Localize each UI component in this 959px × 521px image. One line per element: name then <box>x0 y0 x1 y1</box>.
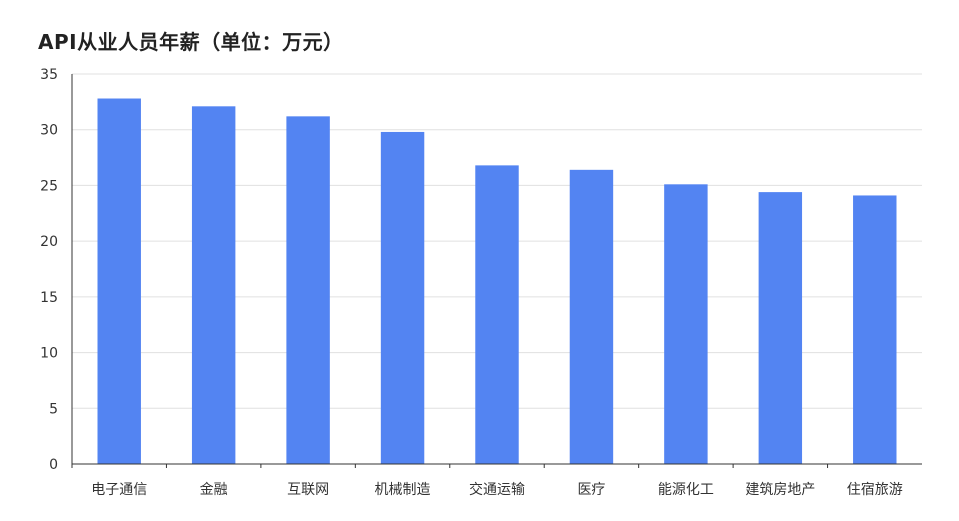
y-axis-ticks: 0 5 10 15 20 25 30 35 <box>40 67 58 473</box>
bar-0 <box>97 98 141 464</box>
y-tick-label-5: 5 <box>49 401 58 417</box>
x-tick-label-7: 建筑房地产 <box>745 482 815 498</box>
x-tick-label-0: 电子通信 <box>91 482 147 498</box>
bar-4 <box>475 165 519 464</box>
x-tick-label-1: 金融 <box>200 482 228 498</box>
y-tick-label-20: 20 <box>40 234 58 250</box>
axes <box>71 74 922 468</box>
bar-6 <box>664 184 708 465</box>
x-tick-label-4: 交通运输 <box>469 481 525 498</box>
y-tick-label-35: 35 <box>40 67 58 83</box>
bar-7 <box>758 192 803 464</box>
bar-8 <box>853 195 897 464</box>
x-tick-label-5: 医疗 <box>577 482 605 498</box>
y-tick-label-15: 15 <box>40 290 58 306</box>
chart-title: API从业人员年薪（单位：万元） <box>38 30 344 54</box>
y-tick-label-0: 0 <box>49 457 58 473</box>
y-tick-label-10: 10 <box>40 346 58 362</box>
bar-3 <box>380 131 425 464</box>
x-tick-label-8: 住宿旅游 <box>847 481 903 498</box>
bar-2 <box>286 116 330 464</box>
bar-1 <box>191 106 236 465</box>
bars <box>97 98 897 465</box>
y-tick-label-30: 30 <box>40 123 58 139</box>
y-tick-label-25: 25 <box>40 178 58 194</box>
x-tick-label-3: 机械制造 <box>375 482 431 498</box>
x-tick-label-6: 能源化工 <box>658 482 714 498</box>
bar-5 <box>569 169 614 465</box>
x-axis-labels: 电子通信 金融 互联网 机械制造 交通运输 医疗 能源化工 建筑房地产 住宿旅游 <box>91 481 903 498</box>
x-tick-label-2: 互联网 <box>287 482 329 498</box>
